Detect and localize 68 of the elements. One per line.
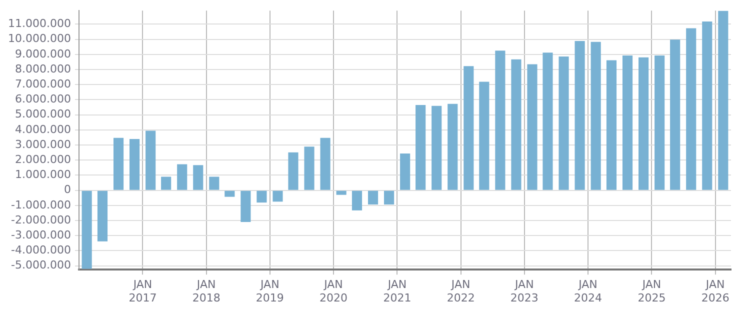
bar [479,82,490,190]
x-tick-label: JAN 2024 [574,278,602,304]
bar [320,138,330,190]
bar [622,55,633,190]
y-tick-label: 11.000.000 [8,17,71,30]
x-tick-label: JAN 2017 [128,278,157,304]
x-tick-label: JAN 2021 [383,278,412,304]
bar [288,152,298,190]
bar [256,190,267,203]
bar [558,56,569,190]
bar [336,190,346,195]
bar [542,52,553,190]
x-tick-label: JAN 2018 [192,278,220,304]
y-tick-label: 3.000.000 [14,138,71,151]
bar [416,104,426,190]
bar [368,190,378,205]
bar [209,176,220,190]
bar [224,190,235,197]
bar [638,57,649,190]
y-tick-label: -1.000.000 [11,198,71,212]
bar [240,190,251,222]
bar [400,153,410,190]
x-tick-label: JAN 2022 [446,278,475,304]
bar [527,64,538,190]
bar [606,60,617,190]
y-tick-label: 1.000.000 [14,168,71,182]
bar [177,164,188,190]
bar [718,10,728,190]
y-tick-label: 0 [64,183,71,196]
bar [702,21,712,190]
bar [686,28,696,190]
bar [130,138,140,190]
y-tick-label: 9.000.000 [14,47,71,60]
bar [495,50,506,190]
y-tick-label: 6.000.000 [14,92,71,106]
y-tick-label: -2.000.000 [11,213,71,226]
bar [384,190,394,205]
x-tick-label: JAN 2020 [319,278,348,304]
x-tick-label: JAN 2026 [701,278,730,304]
bar [670,40,680,190]
bar [161,176,172,190]
bar [113,138,124,190]
bar [193,165,204,190]
y-tick-label: 2.000.000 [14,152,71,166]
bar [464,66,474,190]
bar [146,130,156,190]
bar [654,55,665,190]
y-tick-label: 8.000.000 [14,62,71,76]
y-tick-label: 10.000.000 [8,32,71,46]
bar [304,146,314,190]
bar [574,40,585,190]
bar [590,42,601,190]
y-tick-label: -3.000.000 [11,228,71,242]
x-tick-label: JAN 2023 [510,278,538,304]
bar [272,190,283,202]
y-tick-label: 4.000.000 [14,122,71,136]
y-tick-label: -5.000.000 [11,258,71,272]
bar [448,104,458,190]
bar [97,190,108,242]
bar [432,106,442,190]
x-tick-label: JAN 2019 [256,278,284,304]
y-tick-label: 5.000.000 [14,108,71,121]
bar [82,190,92,269]
bar [511,59,522,190]
x-tick-label: JAN 2025 [638,278,666,304]
y-tick-label: -4.000.000 [11,244,71,257]
y-tick-label: 7.000.000 [14,77,71,90]
bar [352,190,362,210]
